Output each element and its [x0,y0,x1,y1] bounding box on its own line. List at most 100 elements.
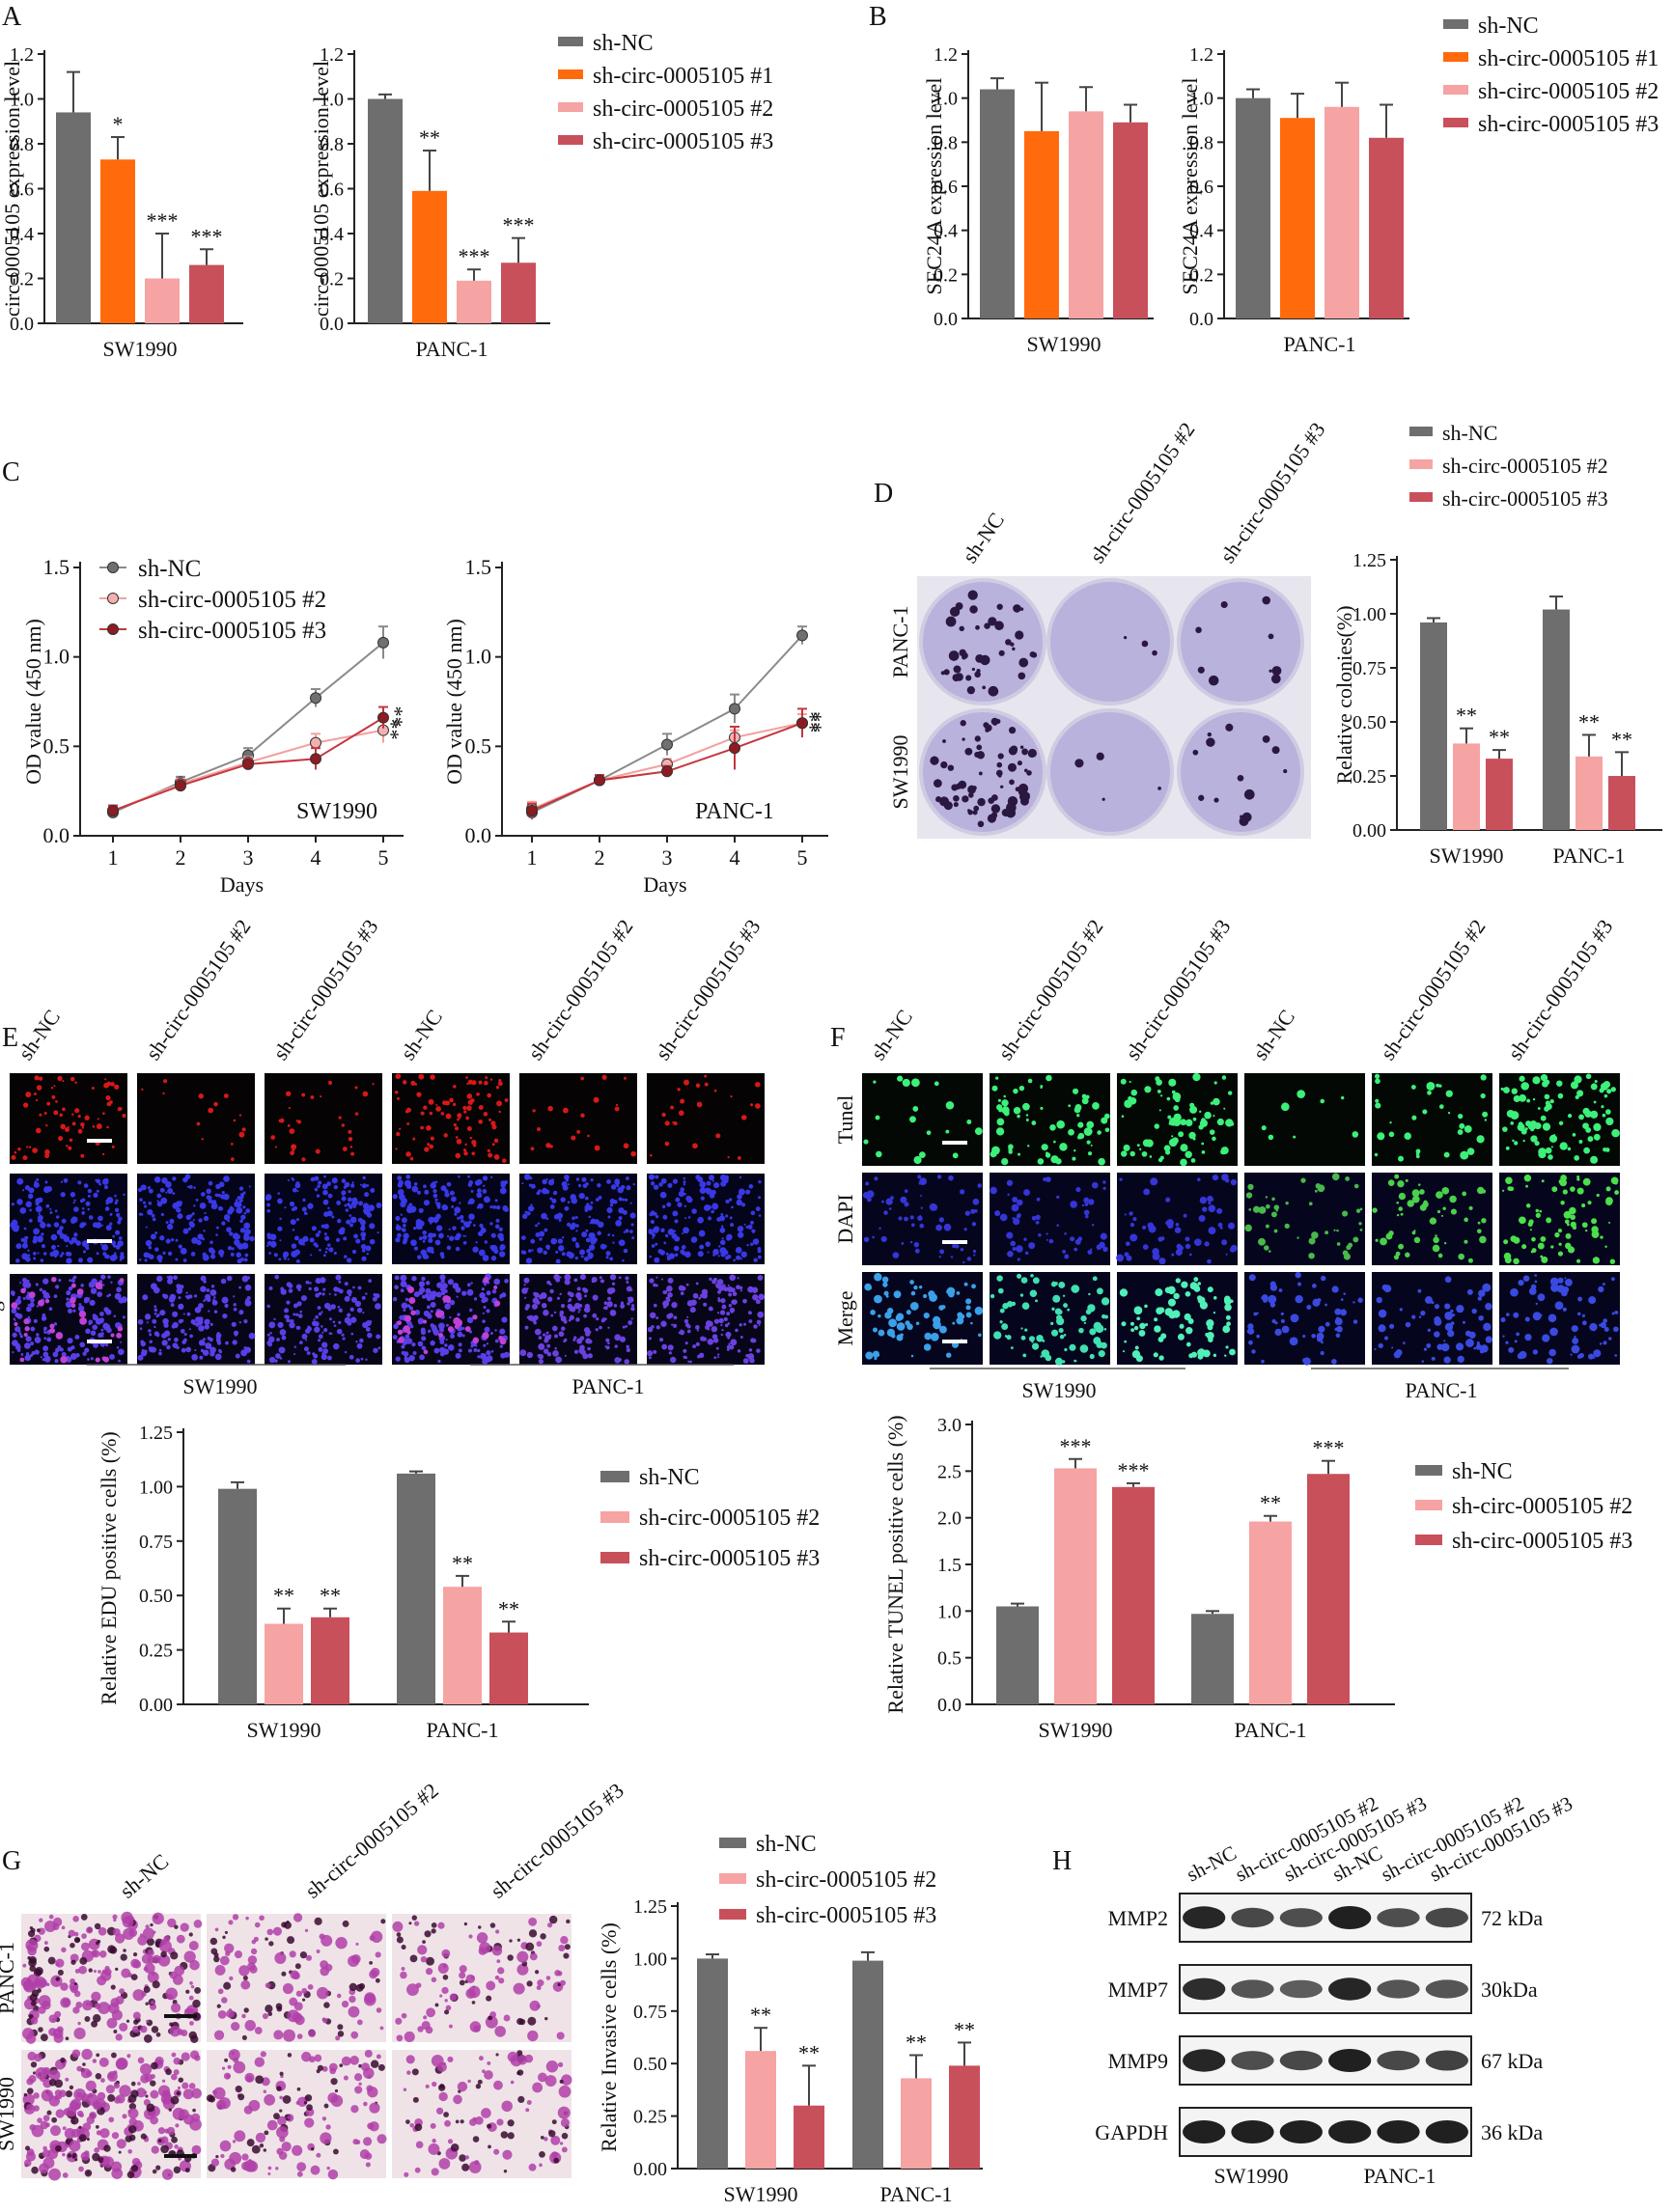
invaded-cell [33,2105,40,2112]
cell-signal [863,1139,869,1145]
cell-signal [98,1182,102,1186]
cell-signal [1175,1278,1181,1284]
micrograph-tile [10,1073,127,1164]
cell-signal [1136,1144,1140,1147]
cell-signal [469,1136,473,1140]
colony [1009,779,1015,786]
cell-signal [728,1304,733,1308]
cell-signal [1358,1222,1362,1226]
invaded-cell [467,1985,481,1999]
cell-signal [1017,1258,1020,1261]
invaded-cell [60,2057,66,2063]
cell-signal [1316,1336,1324,1342]
cell-signal [213,1101,218,1107]
cell-signal [758,1324,761,1327]
legend-swatch [1415,1500,1442,1510]
cell-signal [189,1334,193,1339]
cell-signal [493,1138,499,1144]
invaded-cell [22,1963,27,1968]
cell-signal [109,1100,113,1104]
cell-signal [198,1093,204,1099]
cell-signal [647,1326,654,1333]
cell-signal [344,1295,350,1302]
invaded-cell [560,1936,569,1945]
colony [995,769,1003,777]
cell-signal [1557,1251,1564,1257]
cell-signal [484,1283,487,1286]
invaded-cell [25,2151,37,2162]
cell-signal [683,1355,686,1359]
colony [1157,787,1161,790]
cell-signal [878,1313,881,1318]
cell-signal [1426,1342,1432,1348]
cell-signal [310,1176,316,1182]
cell-signal [896,1334,904,1341]
invaded-cell [274,1951,287,1965]
cell-signal [403,1351,409,1357]
legend-label: sh-circ-0005105 #1 [593,64,773,89]
cell-signal [325,1247,328,1251]
cell-signal [524,1296,527,1299]
bar [368,98,403,323]
cell-signal [32,1238,38,1244]
cell-signal [349,1223,353,1228]
cell-signal [365,1327,371,1332]
invaded-cell [125,2019,130,2023]
invaded-cell [241,2034,247,2040]
y-tick-label: 0.25 [139,1641,173,1662]
x-category-label: PANC-1 [1553,843,1626,868]
cell-signal [689,1307,696,1313]
cell-signal [653,1227,659,1233]
significance-label: *** [1118,1458,1150,1482]
cell-signal [489,1078,493,1081]
cell-signal [16,1348,21,1352]
invaded-cell [130,1974,138,1981]
cell-signal [571,1135,576,1141]
colony [990,794,998,801]
cell-signal [316,1194,321,1198]
cell-signal [454,1126,460,1131]
cell-signal [347,1197,352,1203]
cell-signal [620,1303,626,1309]
edu-positive-cell [493,1285,498,1290]
cell-signal [1180,1144,1188,1152]
cell-signal [668,1351,672,1355]
cell-signal [191,1212,195,1216]
cell-signal [366,1212,373,1218]
cell-signal [1213,1081,1217,1085]
cell-signal [429,1111,433,1116]
column-label: sh-circ-0005105 #2 [1085,418,1200,567]
cell-signal [497,1232,504,1239]
invaded-cell [486,1995,492,2002]
cell-signal [79,1341,86,1348]
cell-signal [919,1223,925,1229]
cell-signal [490,1255,497,1261]
cell-signal [484,1080,488,1086]
cell-signal [698,1296,702,1300]
cell-signal [1550,1146,1553,1148]
cell-signal [1542,1334,1550,1342]
cell-signal [1103,1314,1108,1319]
cell-signal [1582,1177,1591,1186]
cell-signal [963,1282,968,1286]
panel-label-F: F [830,1023,846,1053]
cell-signal [1185,1243,1191,1250]
cell-signal [755,1206,761,1211]
invaded-cell [107,2094,116,2102]
cell-signal [913,1241,920,1248]
cell-signal [315,1244,320,1248]
cell-signal [459,1202,461,1204]
cell-signal [551,1325,558,1332]
invaded-cell [34,1976,46,1989]
cell-signal [1518,1121,1523,1127]
cell-signal [568,1318,572,1322]
cell-signal [1001,1323,1009,1331]
colony [967,590,978,600]
cell-signal [199,1202,207,1209]
cell-signal [72,1275,77,1280]
cell-signal [1420,1310,1426,1316]
invaded-cell [304,1928,309,1933]
cell-signal [1139,1322,1146,1330]
cell-signal [156,1201,163,1207]
cell-signal [1510,1287,1519,1297]
